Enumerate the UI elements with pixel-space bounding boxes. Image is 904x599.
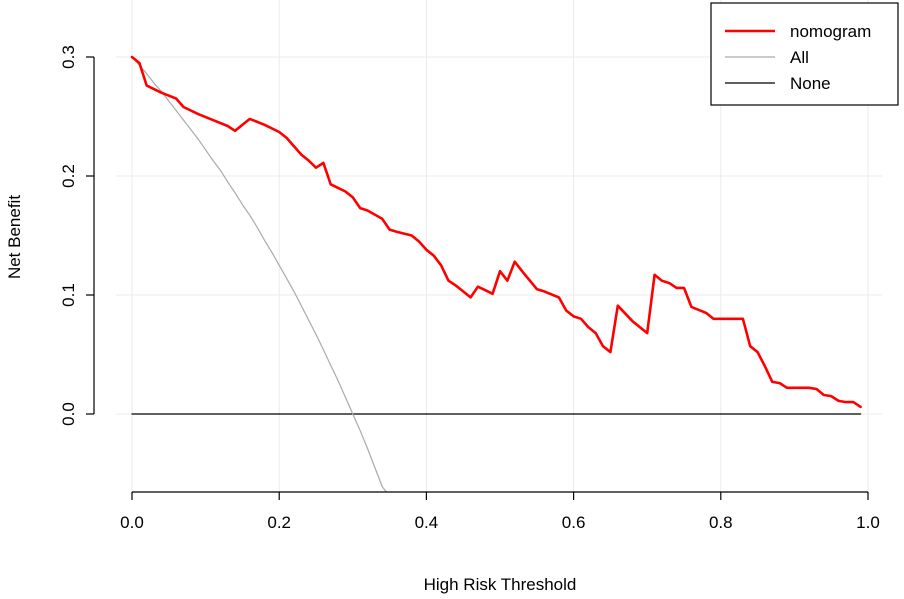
x-tick-label-0: 0.0: [120, 513, 144, 532]
legend-box: [710, 2, 899, 106]
series-nomogram: [130, 55, 862, 409]
y-axis-title: Net Benefit: [5, 195, 24, 279]
x-tick-label-5: 1.0: [856, 513, 880, 532]
y-tick-label-1: 0.1: [59, 283, 78, 307]
series-line-nomogram: [130, 55, 862, 409]
x-tick-label-4: 0.8: [709, 513, 733, 532]
y-tick-label-3: 0.3: [59, 45, 78, 69]
x-tick-label-2: 0.4: [415, 513, 439, 532]
legend-label-none: None: [790, 74, 831, 93]
x-tick-label-1: 0.2: [267, 513, 291, 532]
x-tick-label-3: 0.6: [562, 513, 586, 532]
legend: nomogram All None: [710, 2, 899, 106]
legend-label-all: All: [790, 48, 809, 67]
y-tick-label-0: 0.0: [59, 402, 78, 426]
series-all: [131, 56, 387, 492]
y-axis: 0.0 0.1 0.2 0.3: [59, 45, 95, 426]
series-line-all: [131, 56, 387, 492]
y-tick-label-2: 0.2: [59, 164, 78, 188]
x-axis-title: High Risk Threshold: [424, 575, 577, 594]
legend-label-nomogram: nomogram: [790, 22, 871, 41]
x-axis: 0.0 0.2 0.4 0.6 0.8 1.0: [120, 491, 880, 532]
